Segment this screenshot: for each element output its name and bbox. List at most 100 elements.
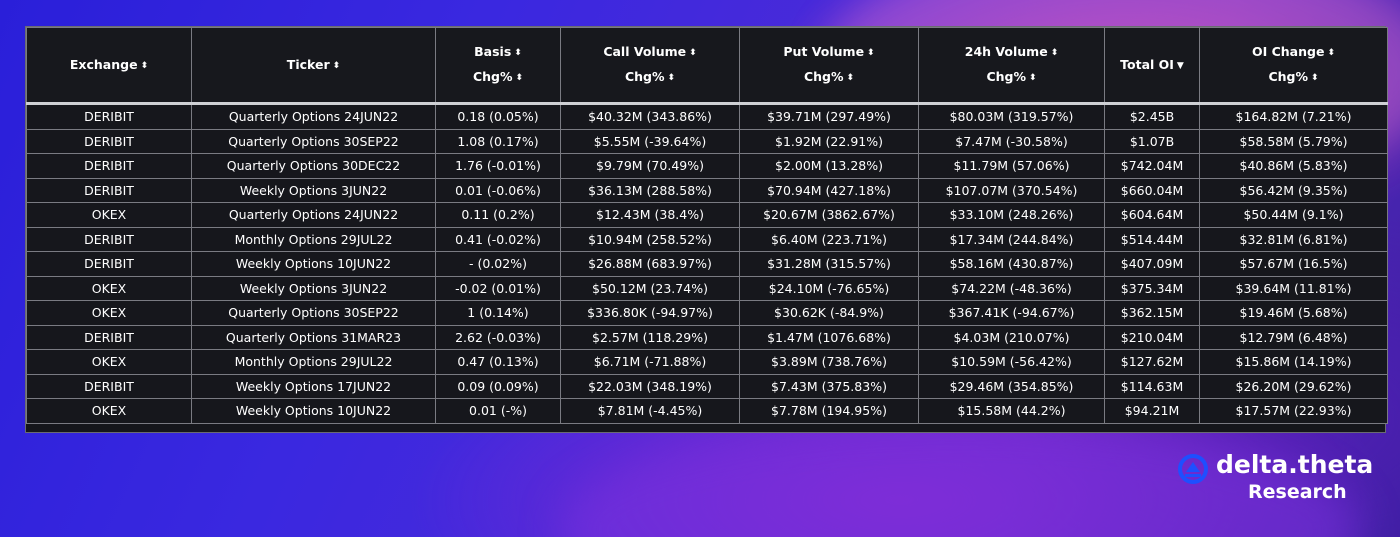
column-header[interactable]: Ticker ⬍ (191, 27, 436, 105)
table-cell: $2.00M (13.28%) (739, 153, 919, 179)
table-cell: Quarterly Options 31MAR23 (191, 324, 436, 350)
table-cell: $32.81M (6.81%) (1199, 226, 1388, 252)
table-cell: $80.03M (319.57%) (918, 103, 1105, 130)
table-cell: $107.07M (370.54%) (918, 177, 1105, 203)
table-cell: $15.58M (44.2%) (918, 398, 1105, 424)
table-row: DERIBIT Weekly Options 17JUN22 0.09 (0.09%… (26, 373, 1388, 399)
table-cell: $57.67M (16.5%) (1199, 251, 1388, 277)
header-row: Exchange ⬍ Ticker ⬍ Basis ⬍ Chg% ⬍ Call Volume ⬍ C… (26, 27, 1388, 105)
sort-desc-icon[interactable]: ▼ (1176, 60, 1184, 71)
table-cell: $19.46M (5.68%) (1199, 300, 1388, 326)
table-cell: 2.62 (-0.03%) (435, 324, 561, 350)
table-cell: $29.46M (354.85%) (918, 373, 1105, 399)
sort-both-icon[interactable]: ⬍ (1311, 73, 1319, 83)
column-header[interactable]: Call Volume ⬍ Chg% ⬍ (560, 27, 740, 105)
sort-both-icon[interactable]: ⬍ (1029, 73, 1037, 83)
table-cell: Quarterly Options 30SEP22 (191, 300, 436, 326)
table-row: DERIBIT Quarterly Options 30DEC22 1.76 (-0… (26, 153, 1388, 179)
table-row: OKEX Weekly Options 3JUN22 -0.02 (0.01%) $5… (26, 275, 1388, 301)
sort-both-icon[interactable]: ⬍ (846, 73, 855, 83)
table-cell: 0.18 (0.05%) (435, 103, 561, 130)
table-cell: $50.44M (9.1%) (1199, 202, 1388, 228)
table-cell: $58.16M (430.87%) (918, 251, 1105, 277)
column-header-label: Ticker (286, 56, 330, 72)
table-row: DERIBIT Weekly Options 10JUN22- (0.02%) $2… (26, 251, 1388, 277)
table-row: DERIBIT Quarterly Options 24JUN22 0.18 (0.… (26, 103, 1388, 130)
table-cell: Monthly Options 29JUL22 (191, 349, 436, 375)
table-cell: DERIBIT (26, 153, 192, 179)
sort-both-icon[interactable]: ⬍ (514, 48, 522, 58)
column-header-sublabel: Chg% (986, 69, 1026, 84)
column-header[interactable]: Put Volume ⬍ Chg% ⬍ (739, 27, 919, 105)
column-header-label: Exchange (69, 56, 138, 72)
table-cell: $10.94M (258.52%) (560, 226, 740, 252)
table-cell: $4.03M (210.07%) (918, 324, 1105, 350)
table-cell: DERIBIT (26, 373, 192, 399)
table-cell: $26.20M (29.62%) (1199, 373, 1388, 399)
table-row: OKEX Quarterly Options 30SEP22 1 (0.14%) $3… (26, 300, 1388, 326)
table-cell: $10.59M (-56.42%) (918, 349, 1105, 375)
brand-name: delta.theta (1216, 450, 1374, 479)
column-header-label: 24h Volume (964, 44, 1048, 59)
table-cell: - (0.02%) (435, 251, 561, 277)
table-cell: $74.22M (-48.36%) (918, 275, 1105, 301)
table-cell: $56.42M (9.35%) (1199, 177, 1388, 203)
table-cell: 1.08 (0.17%) (435, 128, 561, 154)
table-cell: $50.12M (23.74%) (560, 275, 740, 301)
column-header[interactable]: 24h Volume ⬍ Chg% ⬍ (918, 27, 1105, 105)
table-cell: $1.92M (22.91%) (739, 128, 919, 154)
column-header[interactable]: Total OI ▼ (1104, 27, 1200, 105)
table-cell: DERIBIT (26, 128, 192, 154)
table-cell: 0.01 (-%) (435, 398, 561, 424)
table-cell: Weekly Options 3JUN22 (191, 275, 436, 301)
table-cell: $367.41K (-94.67%) (918, 300, 1105, 326)
table-cell: OKEX (26, 349, 192, 375)
table-cell: Quarterly Options 24JUN22 (191, 202, 436, 228)
column-header-sublabel: Chg% (803, 69, 844, 84)
sort-both-icon[interactable]: ⬍ (867, 48, 875, 58)
brand-logo: delta.theta Research (1178, 450, 1388, 510)
table-cell: $2.45B (1104, 103, 1200, 130)
sort-both-icon[interactable]: ⬍ (515, 73, 524, 83)
table-cell: DERIBIT (26, 251, 192, 277)
table-cell: $94.21M (1104, 398, 1200, 424)
column-header[interactable]: Exchange ⬍ (26, 27, 192, 105)
column-header[interactable]: OI Change ⬍ Chg% ⬍ (1199, 27, 1388, 105)
table-cell: Monthly Options 29JUL22 (191, 226, 436, 252)
column-header-label: Put Volume (783, 44, 865, 59)
table-cell: Quarterly Options 30DEC22 (191, 153, 436, 179)
column-header[interactable]: Basis ⬍ Chg% ⬍ (435, 27, 561, 105)
table-cell: $20.67M (3862.67%) (739, 202, 919, 228)
table-row: OKEX Quarterly Options 24JUN22 0.11 (0.2%)… (26, 202, 1388, 228)
delta-theta-logo-icon (1178, 454, 1208, 484)
table-cell: OKEX (26, 300, 192, 326)
sort-both-icon[interactable]: ⬍ (667, 73, 676, 83)
sort-both-icon[interactable]: ⬍ (689, 48, 697, 58)
table-cell: $1.47M (1076.68%) (739, 324, 919, 350)
sort-both-icon[interactable]: ⬍ (332, 60, 341, 71)
table-cell: 0.47 (0.13%) (435, 349, 561, 375)
table-cell: $30.62K (-84.9%) (739, 300, 919, 326)
table-cell: $375.34M (1104, 275, 1200, 301)
sort-both-icon[interactable]: ⬍ (140, 60, 149, 71)
table-cell: 0.11 (0.2%) (435, 202, 561, 228)
table-cell: $362.15M (1104, 300, 1200, 326)
table-cell: $39.71M (297.49%) (739, 103, 919, 130)
table-cell: DERIBIT (26, 177, 192, 203)
column-header-label: Total OI (1120, 56, 1174, 72)
table-cell: $24.10M (-76.65%) (739, 275, 919, 301)
table-cell: Weekly Options 3JUN22 (191, 177, 436, 203)
table-cell: $514.44M (1104, 226, 1200, 252)
sort-both-icon[interactable]: ⬍ (1050, 48, 1059, 58)
column-header-label: OI Change (1251, 44, 1325, 59)
table-row: DERIBIT Weekly Options 3JUN22 0.01 (-0.06%… (26, 177, 1388, 203)
table-cell: $2.57M (118.29%) (560, 324, 740, 350)
table-cell: $12.43M (38.4%) (560, 202, 740, 228)
table-cell: $164.82M (7.21%) (1199, 103, 1388, 130)
table-row: OKEX Weekly Options 10JUN22 0.01 (-%) $7.81… (26, 398, 1388, 424)
table-cell: 1 (0.14%) (435, 300, 561, 326)
sort-both-icon[interactable]: ⬍ (1327, 48, 1335, 58)
table-cell: $7.43M (375.83%) (739, 373, 919, 399)
table-header: Exchange ⬍ Ticker ⬍ Basis ⬍ Chg% ⬍ Call Volume ⬍ C… (26, 27, 1388, 105)
table-row: DERIBIT Quarterly Options 31MAR23 2.62 (-0… (26, 324, 1388, 350)
